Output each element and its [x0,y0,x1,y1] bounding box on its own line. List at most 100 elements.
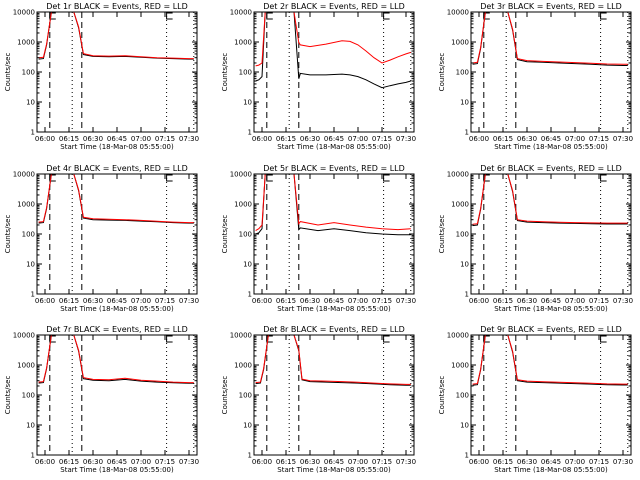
x-tick-label: 07:15 [372,297,392,305]
y-tick-label: 1 [31,129,35,137]
x-tick-label: 07:00 [131,458,151,466]
x-tick-label: 07:00 [565,297,585,305]
x-tick-label: 06:45 [324,135,344,143]
marker-bracket [483,174,490,182]
y-tick-label: 1 [248,452,252,460]
y-tick-label: 10 [243,99,252,107]
x-axis-label: Start Time (18-Mar-08 05:55:00) [60,305,174,313]
x-tick-label: 06:15 [493,297,513,305]
y-tick-label: 10000 [447,171,469,179]
y-tick-label: 10000 [13,171,35,179]
x-tick-label: 06:15 [59,135,79,143]
x-tick-label: 07:00 [348,135,368,143]
x-tick-label: 06:30 [83,458,103,466]
x-tick-label: 06:00 [469,297,489,305]
x-tick-label: 06:30 [517,135,537,143]
y-tick-label: 1000 [451,39,469,47]
events-series-line [255,174,411,236]
marker-bracket [266,174,273,182]
x-tick-label: 06:00 [35,458,55,466]
x-tick-label: 07:30 [613,297,633,305]
y-tick-label: 1000 [17,201,35,209]
y-tick-label: 1 [465,452,469,460]
x-tick-label: 06:30 [300,297,320,305]
events-series-line [472,335,628,386]
x-tick-label: 06:00 [469,458,489,466]
marker-bracket [383,335,390,343]
x-tick-label: 07:00 [348,297,368,305]
x-tick-label: 06:30 [300,135,320,143]
x-tick-label: 06:45 [541,135,561,143]
x-axis-label: Start Time (18-Mar-08 05:55:00) [277,143,391,151]
x-axis-label: Start Time (18-Mar-08 05:55:00) [60,143,174,151]
y-tick-label: 10 [26,99,35,107]
events-series-line [255,12,411,89]
lld-series-line [472,12,628,65]
plot-frame [253,11,415,133]
plot-frame [470,334,632,456]
x-tick-label: 06:00 [252,297,272,305]
detector-panel-6: Det 6r BLACK = Events, RED = LLD 1 10 100 10… [438,164,633,313]
x-tick-label: 07:15 [155,458,175,466]
x-tick-label: 07:15 [372,135,392,143]
y-tick-label: 1000 [234,362,252,370]
y-tick-label: 1 [31,291,35,299]
detector-panel-1: Det 1r BLACK = Events, RED = LLD 1 10 100 10… [4,2,199,151]
events-series-line [255,335,411,386]
lld-series-line [255,335,411,385]
panel-title: Det 2r BLACK = Events, RED = LLD [263,2,405,11]
panel-title: Det 5r BLACK = Events, RED = LLD [263,164,405,173]
x-tick-label: 07:30 [179,297,199,305]
x-axis-label: Start Time (18-Mar-08 05:55:00) [494,143,608,151]
lld-series-line [255,174,411,232]
x-tick-label: 06:45 [324,458,344,466]
x-tick-label: 06:45 [107,458,127,466]
x-axis-label: Start Time (18-Mar-08 05:55:00) [277,466,391,474]
y-tick-label: 1000 [17,362,35,370]
x-tick-label: 06:15 [493,135,513,143]
y-tick-label: 100 [456,392,469,400]
x-tick-label: 06:45 [541,458,561,466]
y-axis-label: Counts/sec [438,53,446,92]
x-tick-label: 06:30 [83,135,103,143]
y-axis-label: Counts/sec [4,53,12,92]
y-tick-label: 100 [239,69,252,77]
y-tick-label: 10 [460,261,469,269]
x-axis-label: Start Time (18-Mar-08 05:55:00) [60,466,174,474]
y-tick-label: 10000 [230,171,252,179]
y-tick-label: 100 [22,392,35,400]
y-tick-label: 1000 [451,362,469,370]
y-tick-label: 100 [239,392,252,400]
x-tick-label: 07:00 [131,297,151,305]
x-tick-label: 06:00 [252,458,272,466]
plot-frame [36,173,198,295]
y-tick-label: 1 [31,452,35,460]
marker-bracket [166,174,173,182]
x-tick-label: 07:00 [565,458,585,466]
x-tick-label: 06:30 [517,297,537,305]
marker-bracket [483,335,490,343]
y-tick-label: 100 [22,69,35,77]
marker-bracket [49,12,56,20]
y-axis-label: Counts/sec [221,376,229,415]
y-tick-label: 10 [243,422,252,430]
x-tick-label: 07:30 [613,135,633,143]
x-tick-label: 07:00 [131,135,151,143]
y-tick-label: 1000 [451,201,469,209]
panel-title: Det 8r BLACK = Events, RED = LLD [263,325,405,334]
marker-bracket [383,174,390,182]
x-tick-label: 06:15 [276,458,296,466]
marker-bracket [49,335,56,343]
y-tick-label: 10000 [447,9,469,17]
x-tick-label: 06:45 [107,135,127,143]
marker-bracket [383,12,390,20]
y-tick-label: 100 [239,231,252,239]
lld-series-line [472,335,628,385]
events-series-line [472,174,628,227]
marker-bracket [600,335,607,343]
y-tick-label: 10000 [447,332,469,340]
plot-frame [36,11,198,133]
x-tick-label: 06:15 [276,297,296,305]
y-tick-label: 100 [456,231,469,239]
plot-frame [470,173,632,295]
